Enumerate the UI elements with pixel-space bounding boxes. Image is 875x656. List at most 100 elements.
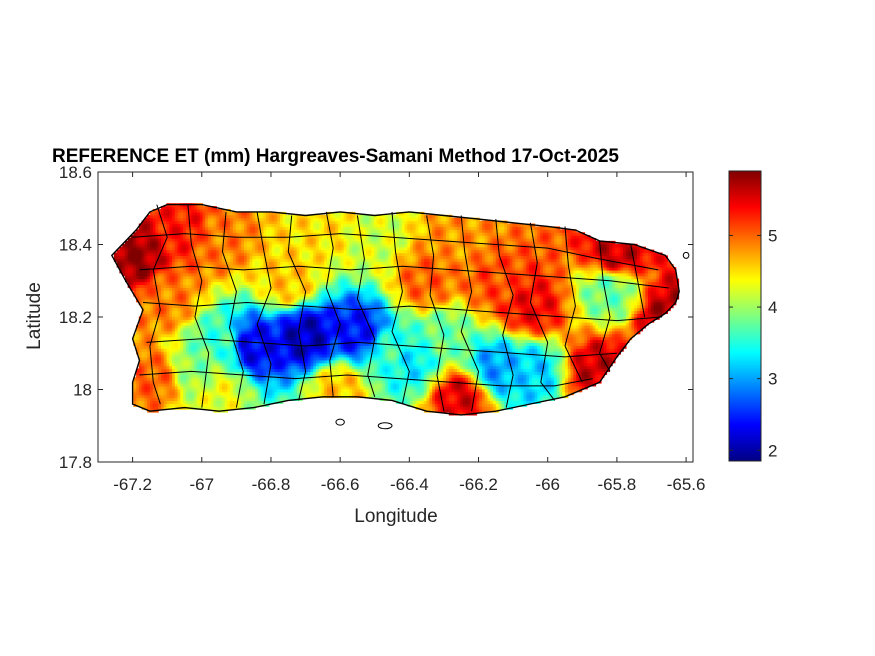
- heat-cell: [249, 383, 253, 387]
- heat-cell: [354, 339, 359, 343]
- heat-cell: [161, 377, 165, 381]
- heat-cell: [227, 333, 231, 338]
- heat-cell: [221, 354, 226, 358]
- heat-cell: [368, 330, 372, 335]
- heat-cell: [183, 330, 187, 335]
- heat-cell: [451, 362, 455, 367]
- heat-cell: [329, 391, 334, 396]
- heat-cell: [277, 374, 281, 378]
- heat-cell: [149, 391, 154, 396]
- heat-cell: [470, 322, 475, 326]
- heat-cell: [421, 383, 425, 387]
- heat-cell: [288, 345, 292, 349]
- heat-cell: [343, 354, 347, 358]
- heat-cell: [293, 374, 298, 378]
- heat-cell: [277, 380, 281, 384]
- heat-cell: [598, 345, 602, 349]
- heat-cell: [498, 345, 502, 349]
- heat-cell: [363, 356, 367, 361]
- heat-cell: [255, 377, 259, 381]
- heat-cell: [304, 336, 309, 341]
- heat-cell: [307, 325, 311, 329]
- heat-cell: [440, 336, 444, 341]
- heat-cell: [291, 330, 295, 335]
- heat-cell: [387, 345, 392, 349]
- heat-cell: [426, 391, 430, 396]
- heat-cell: [642, 322, 646, 326]
- heat-cell: [172, 339, 176, 343]
- heat-cell: [429, 406, 433, 410]
- heat-cell: [534, 342, 538, 346]
- heat-cell: [263, 351, 267, 355]
- heat-cell: [462, 394, 466, 399]
- heat-cell: [169, 327, 173, 332]
- heat-cell: [252, 391, 256, 396]
- heat-cell: [238, 365, 242, 370]
- heat-cell: [191, 319, 195, 323]
- heat-cell: [426, 333, 430, 338]
- heat-cell: [208, 394, 212, 399]
- heat-cell: [368, 388, 372, 393]
- heat-cell: [518, 394, 522, 399]
- heat-cell: [462, 388, 466, 393]
- heat-cell: [462, 322, 466, 326]
- heat-cell: [293, 336, 298, 341]
- heat-cell: [562, 336, 566, 341]
- heat-cell: [589, 333, 594, 338]
- heat-cell: [476, 377, 480, 381]
- heat-cell: [484, 362, 489, 367]
- heat-cell: [199, 388, 204, 393]
- heat-cell: [371, 330, 375, 335]
- heat-cell: [526, 342, 530, 346]
- heat-cell: [338, 365, 342, 370]
- heat-cell: [407, 397, 411, 401]
- heat-cell: [244, 388, 248, 393]
- heat-cell: [177, 397, 181, 401]
- heat-cell: [531, 383, 536, 387]
- heat-cell: [293, 385, 298, 390]
- heat-cell: [581, 365, 585, 370]
- heat-cell: [296, 333, 300, 338]
- heat-cell: [161, 391, 165, 396]
- heat-cell: [216, 397, 220, 401]
- heat-cell: [587, 374, 591, 378]
- heat-cell: [227, 377, 231, 381]
- heat-cell: [504, 406, 508, 410]
- heat-cell: [238, 406, 242, 410]
- heat-cell: [360, 359, 364, 364]
- heat-cell: [191, 383, 195, 387]
- heat-cell: [332, 368, 336, 372]
- heat-cell: [177, 345, 181, 349]
- heat-cell: [138, 385, 143, 390]
- heat-cell: [365, 354, 370, 358]
- heat-cell: [531, 342, 536, 346]
- heat-cell: [446, 397, 450, 401]
- heat-cell: [329, 388, 334, 393]
- heat-cell: [476, 359, 480, 364]
- heat-cell: [188, 330, 192, 335]
- heat-cell: [188, 371, 192, 375]
- heat-cell: [346, 383, 350, 387]
- heat-cell: [332, 383, 336, 387]
- heat-cell: [363, 333, 367, 338]
- heat-cell: [484, 351, 489, 355]
- heat-cell: [393, 377, 397, 381]
- heat-cell: [567, 391, 572, 396]
- heat-cell: [423, 388, 428, 393]
- heat-cell: [163, 356, 168, 361]
- heat-cell: [542, 365, 547, 370]
- heat-cell: [196, 348, 201, 352]
- heat-cell: [185, 380, 190, 384]
- heat-cell: [548, 345, 552, 349]
- heat-cell: [589, 348, 594, 352]
- heat-cell: [144, 336, 148, 341]
- heat-cell: [584, 356, 588, 361]
- heat-cell: [332, 339, 336, 343]
- heat-cell: [576, 336, 580, 341]
- heat-cell: [457, 325, 461, 329]
- heat-cell: [194, 385, 198, 390]
- heat-cell: [443, 385, 447, 390]
- heat-cell: [482, 365, 486, 370]
- heat-cell: [448, 362, 453, 367]
- heat-cell: [321, 336, 325, 341]
